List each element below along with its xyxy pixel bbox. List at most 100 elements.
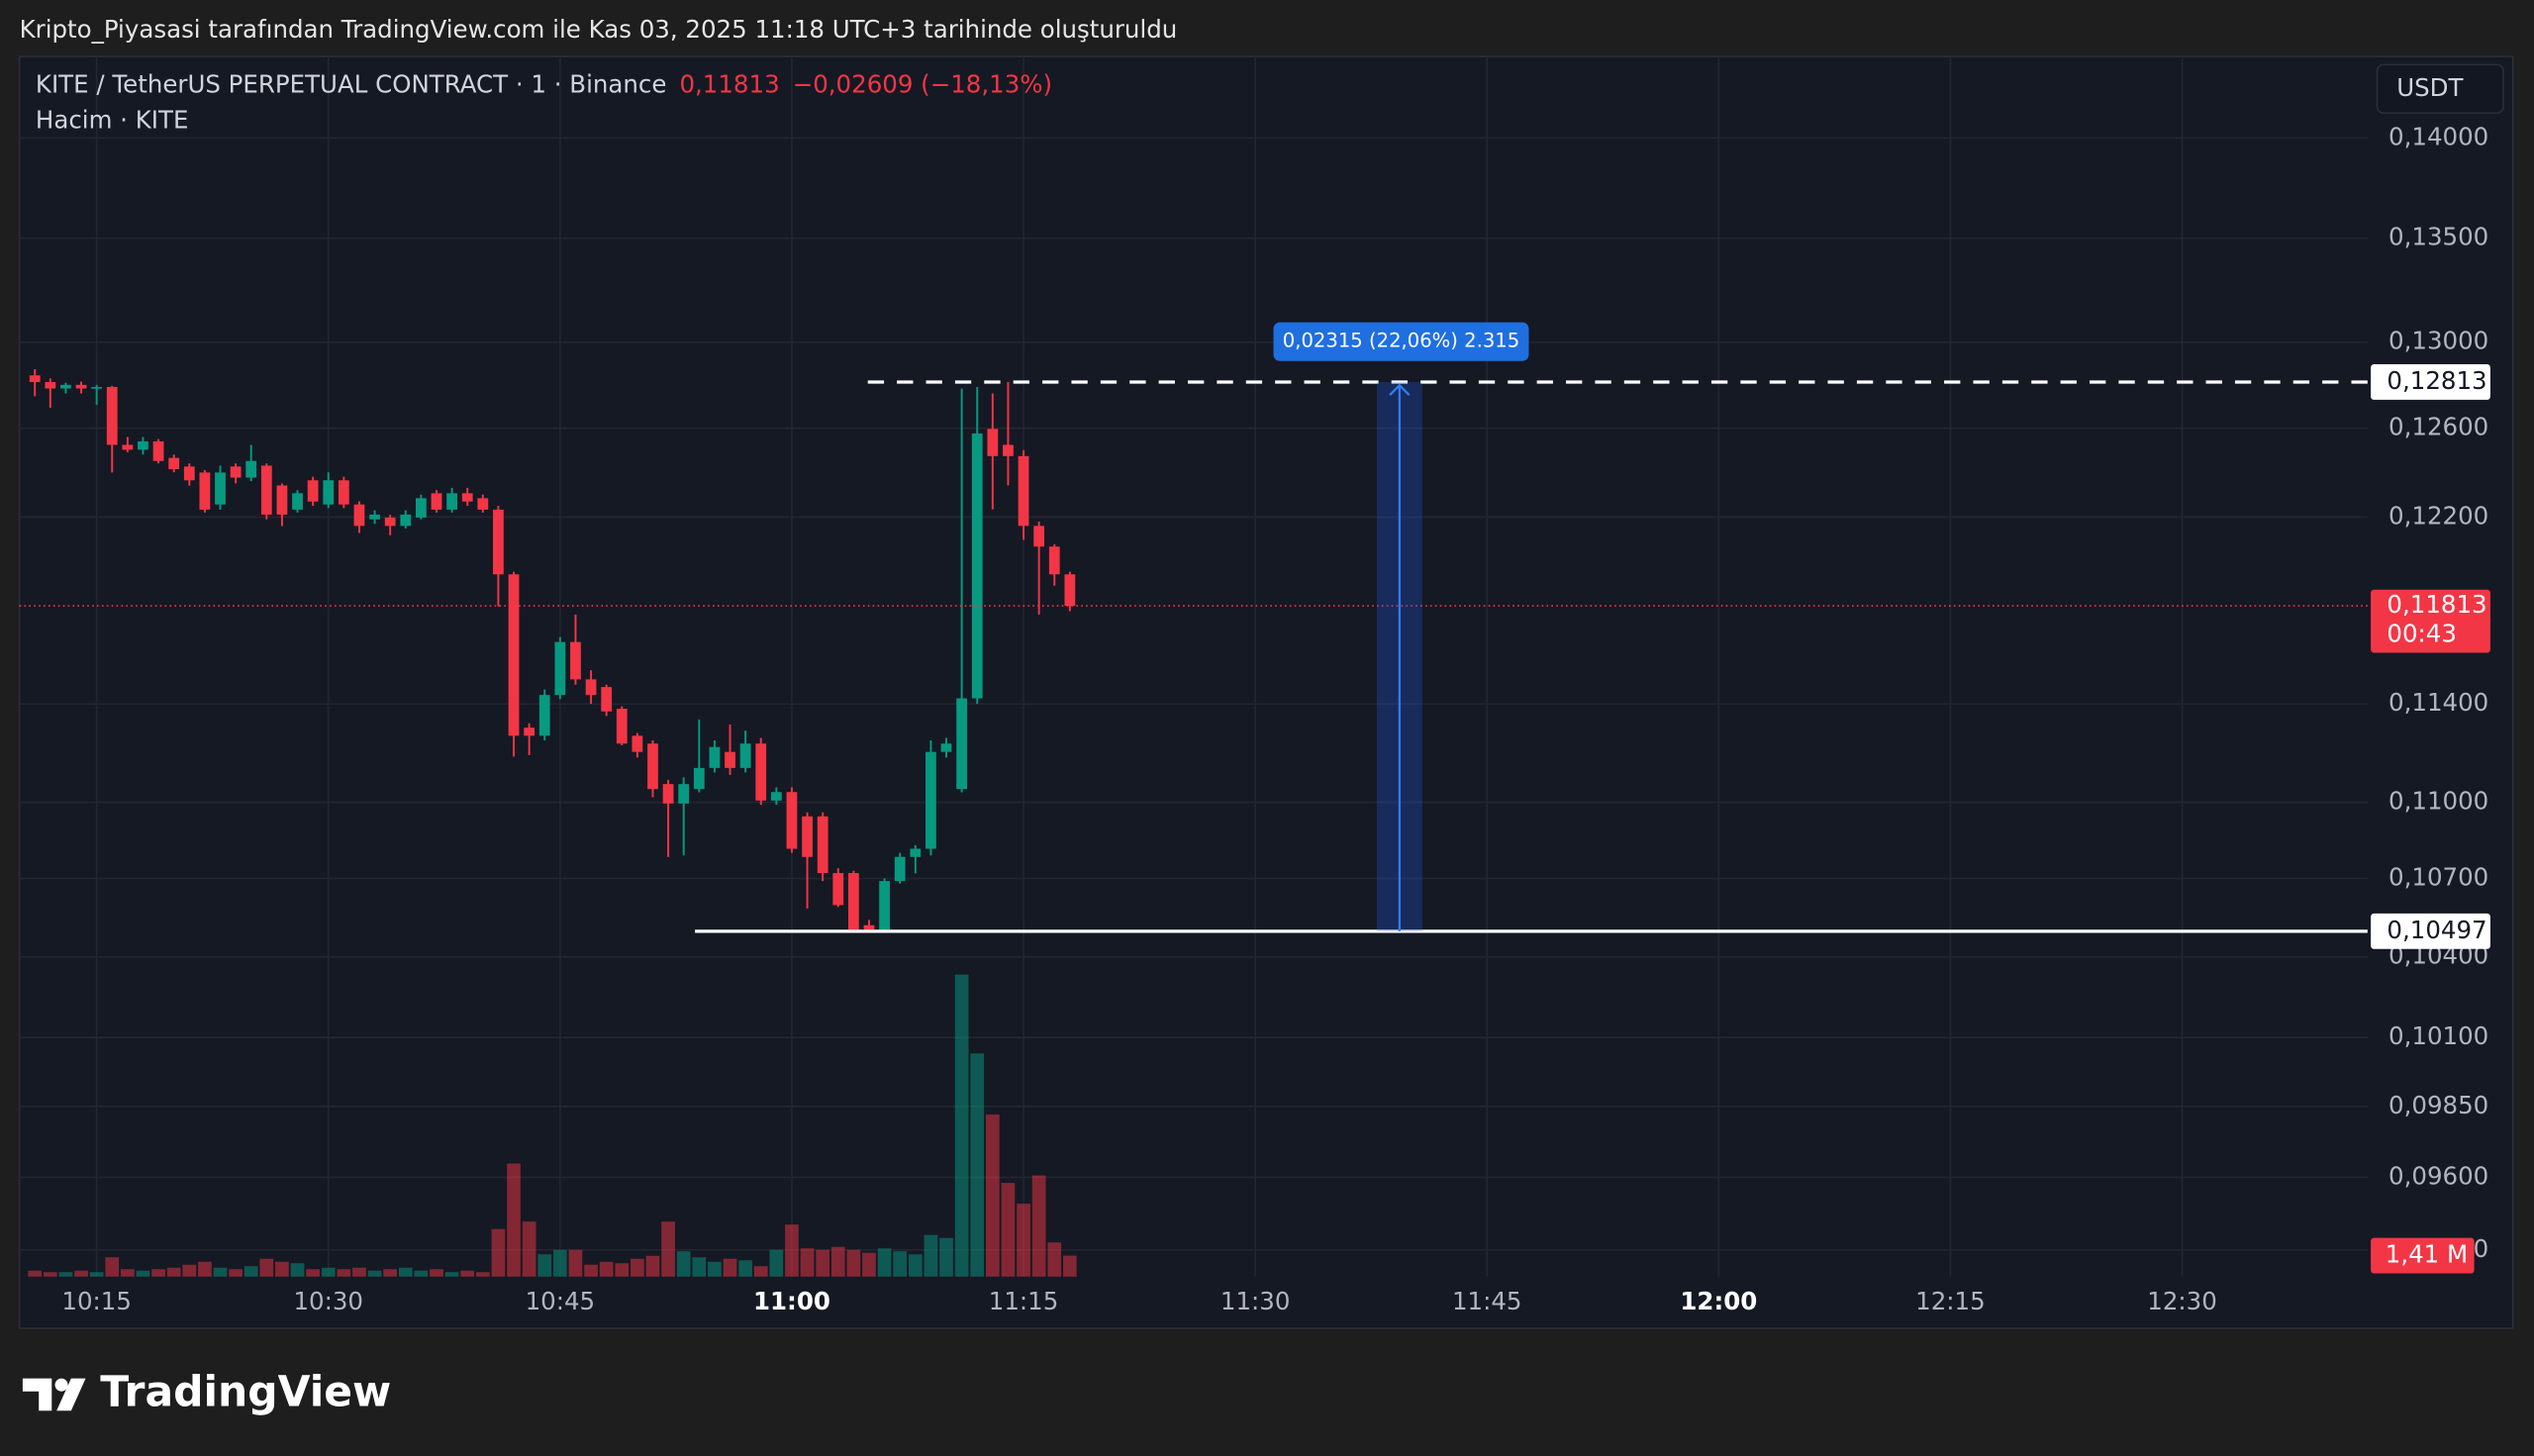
candle-body	[60, 384, 71, 389]
volume-bar	[723, 1258, 737, 1277]
candle-body	[215, 472, 226, 505]
candle-body	[739, 743, 751, 768]
candle-body	[1033, 526, 1045, 547]
volume-bar	[552, 1249, 567, 1277]
volume-bar	[708, 1261, 722, 1277]
volume-bar	[229, 1269, 243, 1277]
brand-logo	[22, 1378, 86, 1411]
x-tick-label: 10:15	[61, 1287, 132, 1315]
volume-bar	[676, 1251, 691, 1277]
logo-part	[56, 1378, 86, 1411]
volume-bar	[924, 1234, 938, 1277]
candle-body	[91, 386, 103, 389]
volume-bar	[568, 1249, 583, 1277]
candle-body	[616, 709, 628, 744]
volume-bar	[306, 1269, 320, 1277]
volume-bar	[367, 1270, 382, 1277]
volume-bar	[198, 1261, 212, 1277]
candle-body	[245, 460, 257, 478]
volume-bar	[352, 1267, 366, 1277]
candle-body	[138, 440, 148, 450]
volume-bar	[769, 1249, 784, 1277]
legend-change: −0,02609 (−18,13%)	[793, 70, 1052, 99]
candle-body	[662, 784, 674, 804]
candle-body	[926, 751, 936, 849]
x-tick-label: 11:15	[989, 1287, 1059, 1315]
volume-bar	[1017, 1204, 1030, 1277]
candle-body	[415, 498, 427, 518]
volume-tag-label: 1,41 M	[2386, 1240, 2468, 1269]
volume-bar	[321, 1267, 336, 1277]
volume-bar	[1031, 1175, 1046, 1277]
volume-bar	[290, 1263, 305, 1277]
credit: Kripto_Piyasasi tarafından TradingView.c…	[20, 15, 1178, 44]
volume-bar	[89, 1272, 104, 1277]
volume-bar	[631, 1258, 644, 1277]
legend: KITE / TetherUS PERPETUAL CONTRACT · 1 ·…	[36, 70, 1052, 99]
volume-bar	[444, 1272, 459, 1277]
y-tick-label: 0,11000	[2388, 787, 2488, 816]
volume-title: Hacim · KITE	[36, 105, 188, 134]
brand: TradingView	[100, 1368, 391, 1416]
candle-body	[307, 480, 319, 502]
volume-bar	[398, 1267, 413, 1277]
currency-box[interactable]	[2376, 63, 2504, 115]
candle-body	[770, 792, 782, 801]
candle-body	[493, 509, 504, 575]
candle-body	[538, 695, 550, 736]
candle-body	[353, 504, 365, 527]
y-tick-label: 0,12200	[2388, 501, 2488, 530]
volume-bar	[166, 1267, 181, 1277]
level-tag	[2371, 364, 2490, 400]
volume-bar	[414, 1270, 429, 1277]
x-tick-label: 11:00	[753, 1287, 830, 1315]
candle-body	[260, 465, 272, 515]
volume-bar	[816, 1249, 830, 1277]
y-tick-label: 0,13500	[2388, 223, 2488, 251]
measure-label-box	[1273, 322, 1529, 361]
candle-body	[199, 472, 211, 510]
candle-body	[847, 873, 859, 930]
level-tag	[2371, 913, 2490, 949]
volume-bar	[800, 1248, 815, 1277]
volume-bar	[985, 1114, 1000, 1277]
y-tick-label: 0,10100	[2388, 1021, 2488, 1050]
volume-bar	[182, 1264, 197, 1277]
volume-bar	[615, 1263, 630, 1277]
volume-bar	[74, 1270, 88, 1277]
candle-body	[832, 873, 844, 906]
candle-body	[879, 881, 890, 930]
volume-bar	[970, 1053, 985, 1277]
volume-bar	[939, 1237, 953, 1277]
candle-body	[786, 792, 798, 849]
volume-bar	[862, 1252, 876, 1277]
volume-bar	[1001, 1183, 1016, 1277]
volume-bar	[584, 1264, 598, 1277]
y-tick-label: 0,11400	[2388, 688, 2488, 717]
volume-bar	[58, 1272, 73, 1277]
volume-bar	[430, 1269, 443, 1277]
volume-bar	[599, 1261, 614, 1277]
candle-body	[338, 480, 349, 505]
candle-body	[755, 743, 767, 801]
volume-bar	[43, 1272, 57, 1277]
volume-bar	[244, 1266, 258, 1277]
y-tick-label: 0,09600	[2388, 1161, 2488, 1190]
candle-body	[384, 517, 396, 527]
volume-bar	[893, 1251, 908, 1277]
logo-part	[22, 1378, 52, 1411]
x-tick-label: 12:00	[1680, 1287, 1757, 1315]
candle-body	[725, 751, 735, 768]
volume-bar	[661, 1221, 675, 1277]
x-tick-label: 11:45	[1452, 1287, 1522, 1315]
candle-body	[863, 924, 875, 930]
volume-bar	[738, 1260, 752, 1277]
x-tick-label: 12:30	[2147, 1287, 2217, 1315]
currency[interactable]: USDT	[2396, 73, 2464, 102]
last-price-label: 0,11813	[2387, 590, 2486, 619]
candle-body	[431, 493, 442, 510]
y-tick-label: 0,13000	[2388, 327, 2488, 355]
volume-bar	[213, 1267, 228, 1277]
countdown: 00:43	[2387, 620, 2457, 648]
volume-bar	[105, 1257, 120, 1277]
